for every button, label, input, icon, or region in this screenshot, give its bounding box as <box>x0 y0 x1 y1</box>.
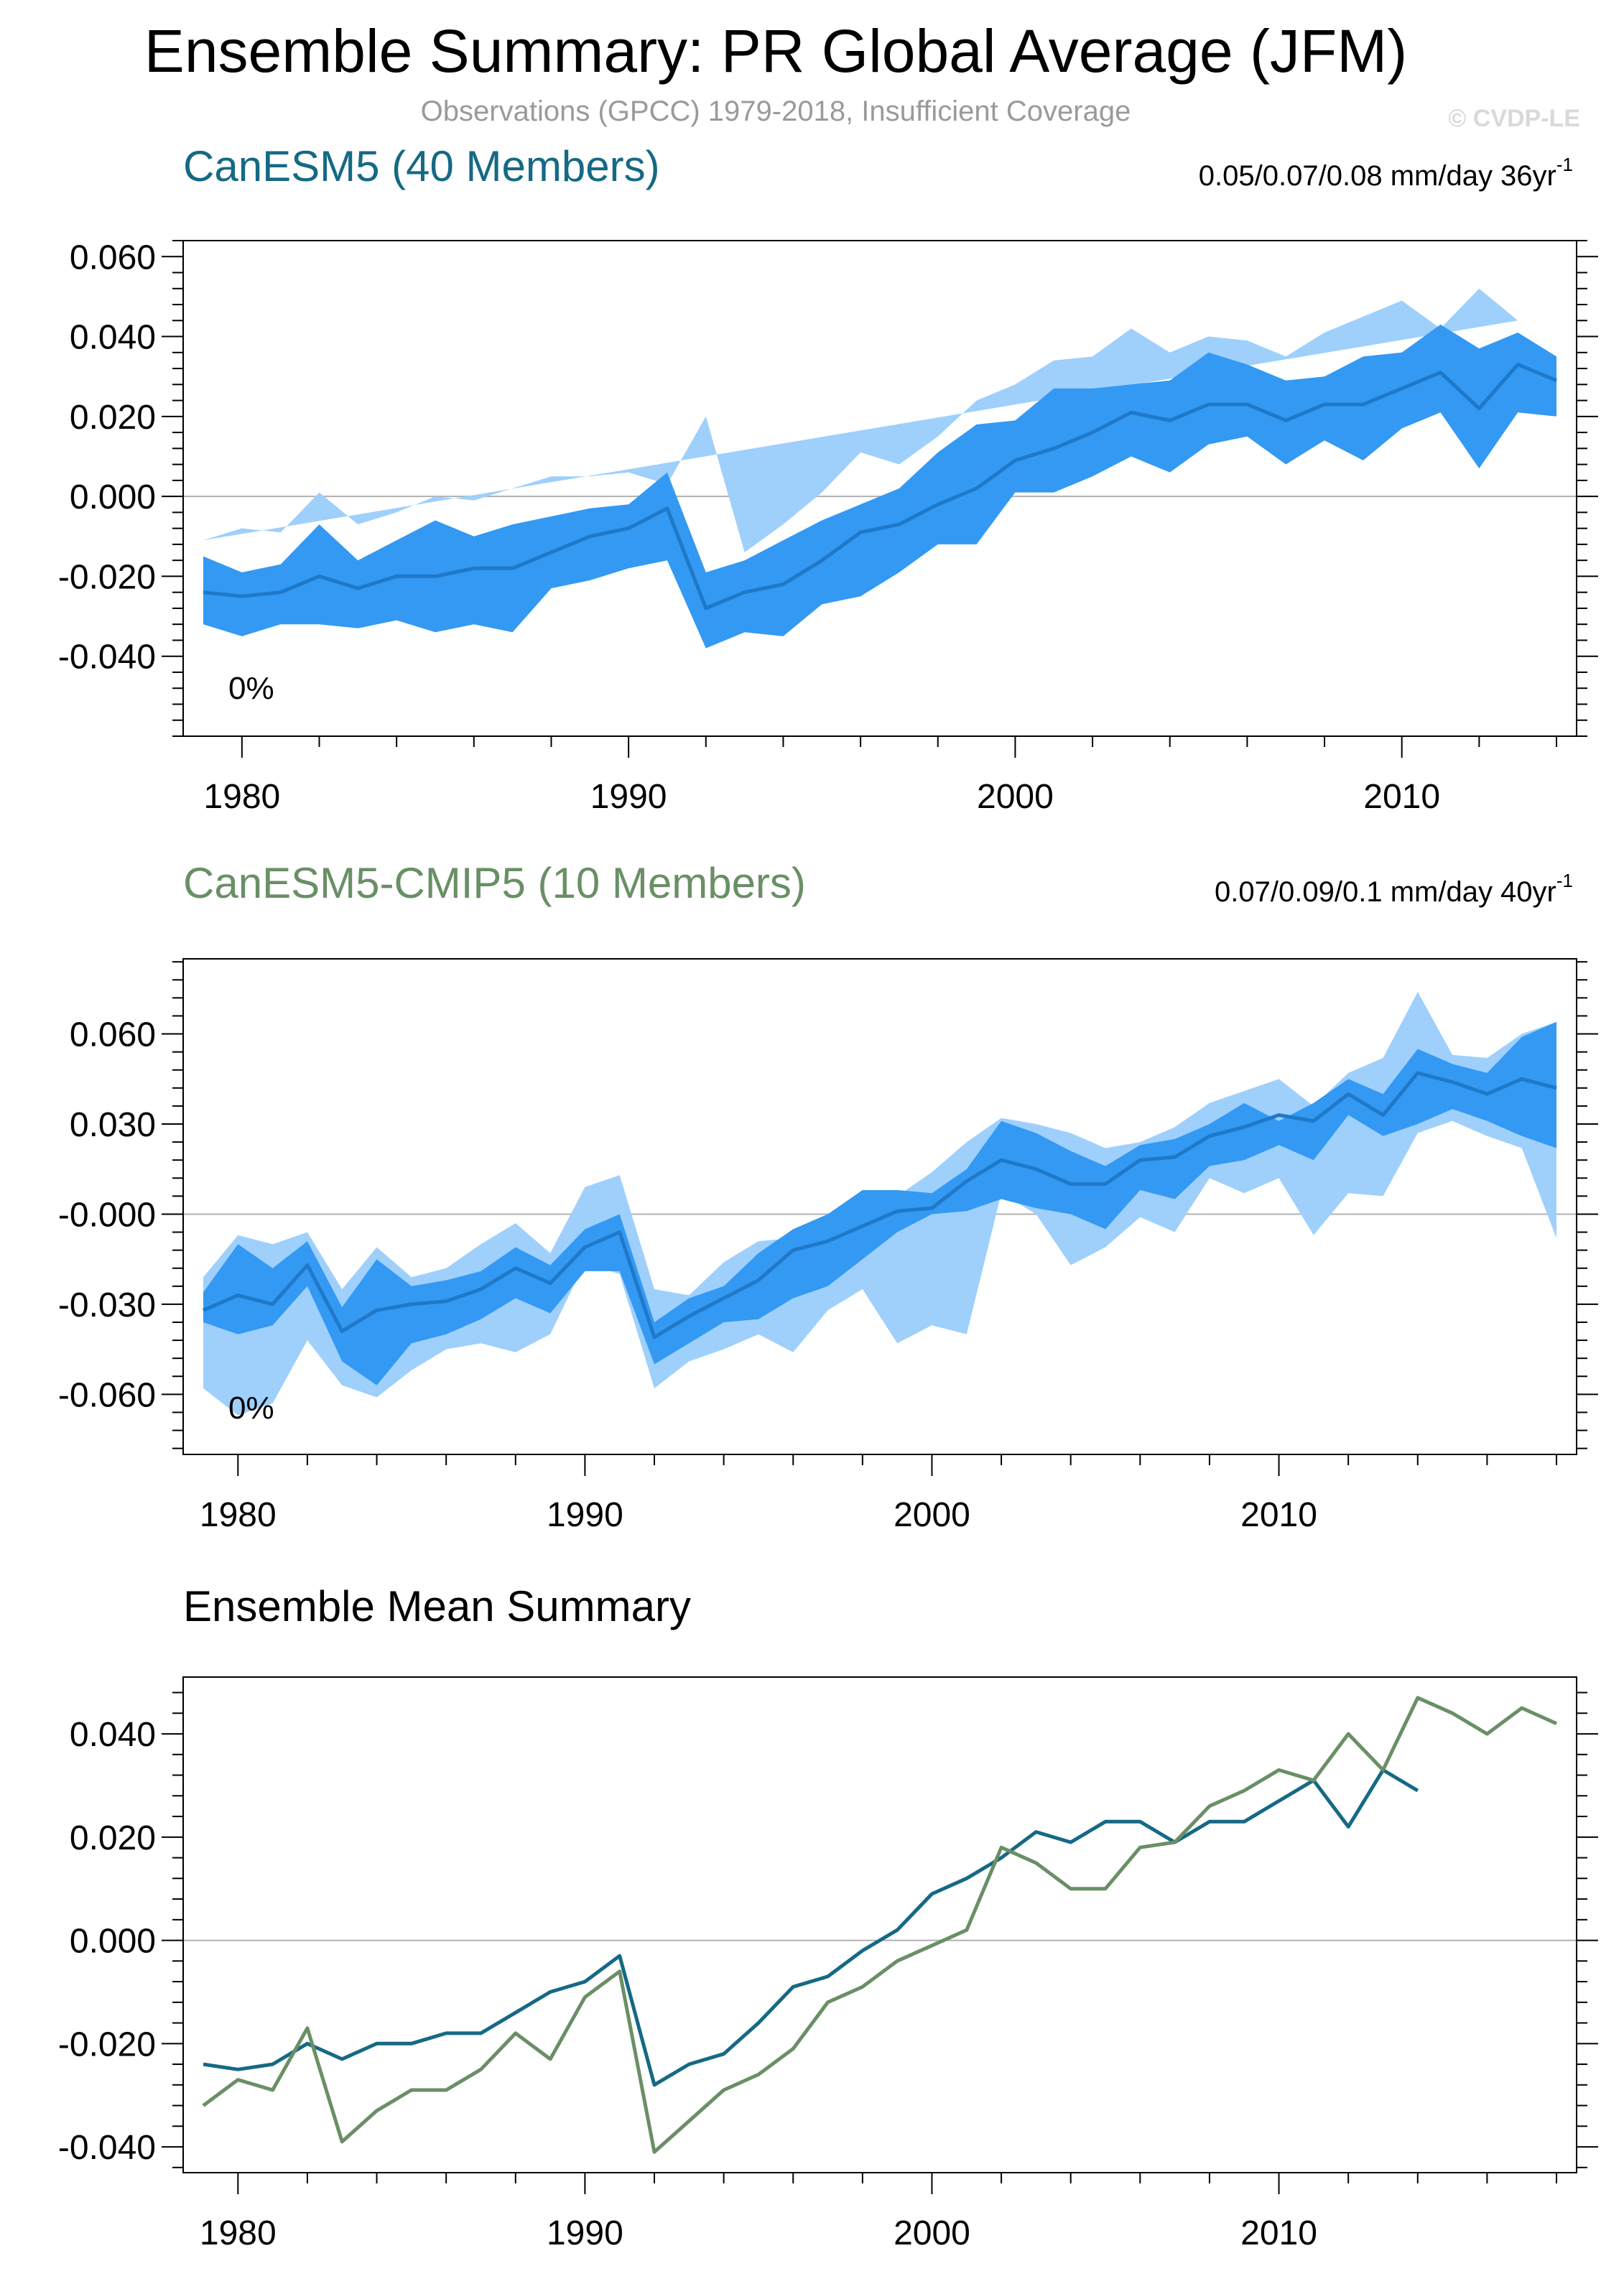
panel-canesm5-title: CanESM5 (40 Members) <box>183 142 660 190</box>
panel2-ytick-label: -0.030 <box>58 1286 156 1324</box>
panel2-xtick-label: 2000 <box>894 1496 970 1534</box>
panel1-ytick-label: 0.040 <box>70 319 156 357</box>
panel-canesm5-trend-value: 0.05/0.07/0.08 mm/day 36yr <box>1199 160 1556 192</box>
panel3-xtick-label: 2010 <box>1240 2214 1317 2252</box>
panel2-xtick-label: 1980 <box>200 1496 277 1534</box>
panel2-frame <box>182 958 1577 1455</box>
panel-cmip5-plot: -0.060 -0.030 -0.000 0.030 0.060 1980 1990 2000… <box>58 958 1598 1534</box>
panel3-xtick-label: 2000 <box>894 2214 970 2252</box>
panel1-ensemble-mean-line <box>203 363 1557 610</box>
panel3-line-canesm5 <box>203 1768 1419 2087</box>
panel3-xtick-label: 1980 <box>200 2214 277 2252</box>
panel1-xtick-label: 2010 <box>1363 778 1440 816</box>
panel2-ytick-label: -0.060 <box>58 1376 156 1414</box>
panel-canesm5: CanESM5 (40 Members) 0.05/0.07/0.08 mm/d… <box>58 142 1598 816</box>
panel-cmip5-trend: 0.07/0.09/0.1 mm/day 40yr-1 <box>1215 870 1573 908</box>
panel1-band-p10-p90 <box>203 324 1556 649</box>
panel2-band-p10-p90 <box>203 1021 1556 1385</box>
panel-ensemble-mean-plot: -0.040 -0.020 0.000 0.020 0.040 1980 1990 2000 2… <box>58 1676 1598 2252</box>
panel3-ytick-label: 0.000 <box>70 1923 156 1961</box>
panel-canesm5-plot: -0.040 -0.020 0.000 0.020 0.040 0.060 1980 1990… <box>58 238 1598 816</box>
panel1-ytick-label: 0.020 <box>70 399 156 437</box>
panel2-xtick-label: 1990 <box>547 1496 623 1534</box>
figure-title: Ensemble Summary: PR Global Average (JFM… <box>144 17 1407 85</box>
panel1-xtick-label: 1990 <box>590 778 667 816</box>
panel2-ensemble-mean-line <box>203 1071 1557 1339</box>
panel1-ytick-label: 0.000 <box>70 478 156 516</box>
panel-cmip5-percent: 0% <box>228 1390 274 1426</box>
panel2-ytick-label: 0.030 <box>70 1106 156 1144</box>
panel2-ytick-label: 0.060 <box>70 1016 156 1054</box>
panel3-line-canesm5-cmip5 <box>202 1696 1558 2154</box>
panel-canesm5-percent: 0% <box>228 671 274 706</box>
figure-subtitle: Observations (GPCC) 1979-2018, Insuffici… <box>421 96 1131 127</box>
panel1-ytick-label: -0.040 <box>58 639 156 677</box>
panel-cmip5-title: CanESM5-CMIP5 (10 Members) <box>183 859 806 907</box>
panel-ensemble-mean-title: Ensemble Mean Summary <box>183 1582 691 1630</box>
copyright-label: © CVDP-LE <box>1448 105 1580 132</box>
panel3-ytick-label: -0.020 <box>58 2025 156 2063</box>
panel1-ytick-label: 0.060 <box>70 238 156 277</box>
panel3-frame <box>182 1676 1577 2173</box>
panel1-frame <box>182 240 1577 737</box>
panel1-xtick-label: 1980 <box>203 778 280 816</box>
panel3-ytick-label: 0.020 <box>70 1819 156 1857</box>
panel-ensemble-mean: Ensemble Mean Summary -0.040 -0.020 0.000 0… <box>58 1582 1598 2252</box>
panel3-ytick-label: 0.040 <box>70 1716 156 1754</box>
panel2-xtick-label: 2010 <box>1240 1496 1317 1534</box>
panel-canesm5-trend-exponent: -1 <box>1556 154 1573 175</box>
panel1-band-minmax <box>203 288 1518 552</box>
panel3-xtick-label: 1990 <box>547 2214 623 2252</box>
panel3-ytick-label: -0.040 <box>58 2129 156 2167</box>
panel-cmip5-trend-exponent: -1 <box>1556 870 1573 891</box>
panel-cmip5-trend-value: 0.07/0.09/0.1 mm/day 40yr <box>1215 876 1556 908</box>
panel1-xtick-label: 2000 <box>977 778 1054 816</box>
panel-cmip5: CanESM5-CMIP5 (10 Members) 0.07/0.09/0.1… <box>58 859 1598 1534</box>
panel-canesm5-trend: 0.05/0.07/0.08 mm/day 36yr-1 <box>1199 154 1573 192</box>
panel2-ytick-label: -0.000 <box>58 1196 156 1234</box>
panel1-ytick-label: -0.020 <box>58 558 156 596</box>
